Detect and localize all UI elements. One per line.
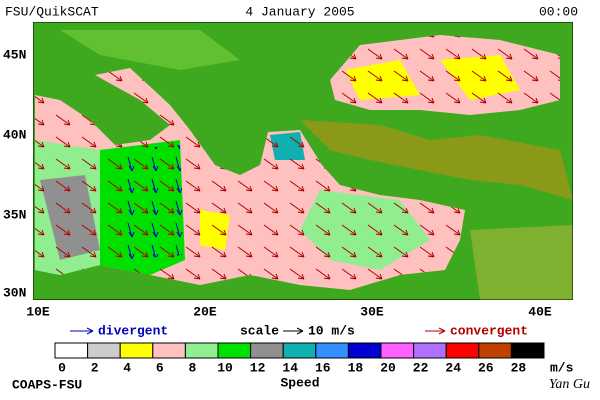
colorbar: 0 2 4 6 8 10 12 14 16 18 20 22 24 26 28 m/s (54, 342, 574, 375)
colorbar-swatch (478, 342, 512, 359)
colorbar-swatch (282, 342, 317, 359)
colorbar-swatch (119, 342, 154, 359)
colorbar-tick-label: 22 (413, 360, 429, 375)
colorbar-tick-label: 20 (380, 360, 396, 375)
lat-label: 45N (3, 47, 26, 62)
scale-value: 10 m/s (308, 323, 355, 338)
colorbar-swatch (54, 342, 89, 359)
colorbar-swatch (250, 342, 284, 359)
colorbar-swatch (217, 342, 252, 359)
lowland (60, 30, 240, 70)
colorbar-tick-label: 28 (511, 360, 527, 375)
wind-arrows (330, 35, 560, 115)
colorbar-swatch (315, 342, 349, 359)
colorbar-tick-label: 8 (188, 360, 196, 375)
highland (300, 120, 573, 200)
colorbar-swatch (380, 342, 415, 359)
colorbar-swatch (87, 342, 121, 359)
lon-label: 20E (193, 304, 217, 319)
convergent-label: convergent (450, 323, 528, 338)
header-source: FSU/QuikSCAT (5, 4, 99, 19)
colorbar-tick-label: 12 (250, 360, 266, 375)
scale-arrow (283, 327, 304, 335)
wind-arrows (95, 68, 190, 130)
lat-label: 35N (3, 207, 26, 222)
colorbar-tick-label: 26 (478, 360, 494, 375)
scale-label: scale (240, 323, 279, 338)
header-date: 4 January 2005 (245, 4, 354, 19)
lon-label: 10E (26, 304, 50, 319)
colorbar-tick-label: 2 (91, 360, 99, 375)
colorbar-tick-label: 4 (123, 360, 131, 375)
colorbar-tick-label: 10 (217, 360, 233, 375)
desert (470, 225, 573, 300)
colorbar-label: Speed (280, 375, 319, 390)
lon-label: 30E (360, 304, 384, 319)
colorbar-tick-label: 14 (282, 360, 298, 375)
colorbar-tick-label: 18 (348, 360, 364, 375)
colorbar-swatch (152, 342, 186, 359)
colorbar-swatch (445, 342, 480, 359)
convergent-arrow (425, 327, 446, 335)
colorbar-swatch (413, 342, 447, 359)
footer-author: Yan Gu (549, 377, 590, 392)
colorbar-tick-label: 24 (445, 360, 461, 375)
colorbar-swatch (347, 342, 382, 359)
lat-label: 40N (3, 127, 26, 142)
colorbar-tick-label: 6 (156, 360, 164, 375)
colorbar-swatch (184, 342, 219, 359)
colorbar-tick-label: 0 (58, 360, 66, 375)
colorbar-swatch (510, 342, 545, 359)
colorbar-tick-label: 16 (315, 360, 331, 375)
divergent-arrow (70, 327, 94, 335)
lon-label: 40E (528, 304, 552, 319)
colorbar-unit: m/s (550, 360, 574, 375)
divergent-label: divergent (98, 323, 168, 338)
lat-label: 30N (3, 285, 26, 300)
header-time: 00:00 (539, 4, 578, 19)
divergent-arrows (115, 145, 185, 260)
footer-credit: COAPS-FSU (12, 377, 82, 392)
map (33, 22, 573, 300)
